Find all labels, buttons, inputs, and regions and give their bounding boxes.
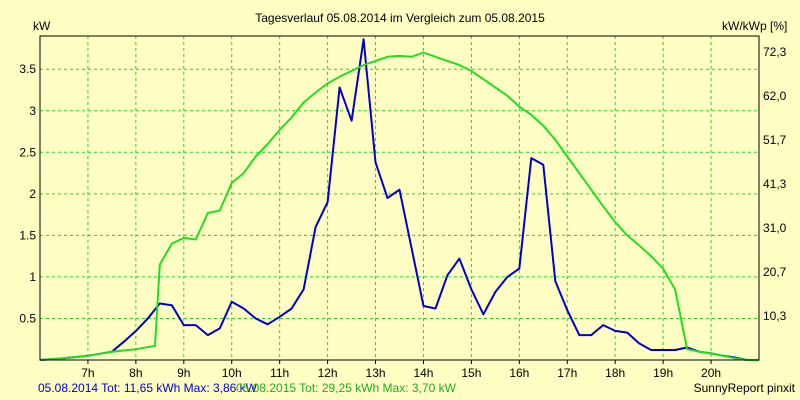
y-ticks-right: 10,3 20,7 31,0 41,3 51,7 62,0 72,3 bbox=[763, 45, 787, 323]
series-line-05.08.2014 bbox=[39, 38, 759, 361]
series-line-05.08.2015 bbox=[39, 51, 759, 361]
y-tick-label-right-2: 31,0 bbox=[763, 221, 787, 235]
plot-frame bbox=[39, 35, 760, 361]
x-tick-label-4: 11h bbox=[270, 366, 289, 380]
y-axis-label-left: kW bbox=[33, 19, 51, 33]
series-group bbox=[39, 38, 759, 361]
x-tick-label-10: 17h bbox=[557, 366, 577, 380]
x-tick-label-6: 13h bbox=[366, 366, 386, 380]
y-axis-label-right: kW/kWp [%] bbox=[722, 19, 787, 33]
x-tick-label-3: 10h bbox=[222, 366, 242, 380]
y-tick-label-left-2: 1.5 bbox=[19, 228, 36, 242]
x-tick-label-2: 9h bbox=[177, 366, 190, 380]
x-tick-label-11: 18h bbox=[605, 366, 625, 380]
chart-title: Tagesverlauf 05.08.2014 im Vergleich zum… bbox=[255, 11, 545, 25]
y-ticks-left: 0.5 1 1.5 2 2.5 3 3.5 bbox=[19, 62, 36, 325]
x-tick-label-0: 7h bbox=[81, 366, 94, 380]
y-tick-label-left-0: 0.5 bbox=[19, 311, 36, 325]
y-tick-label-right-3: 41,3 bbox=[763, 177, 787, 191]
y-tick-label-right-6: 72,3 bbox=[763, 45, 787, 59]
footer-brand: SunnyReport pinxit bbox=[694, 381, 796, 395]
x-tick-label-12: 19h bbox=[653, 366, 673, 380]
y-tick-label-left-1: 1 bbox=[29, 270, 36, 284]
x-tick-label-5: 12h bbox=[318, 366, 338, 380]
y-tick-label-left-3: 2 bbox=[29, 187, 36, 201]
y-tick-label-right-4: 51,7 bbox=[763, 133, 787, 147]
y-tick-label-right-0: 10,3 bbox=[763, 309, 787, 323]
y-tick-label-left-5: 3 bbox=[29, 104, 36, 118]
x-ticks: 7h 8h 9h 10h 11h 12h 13h 14h 15h 16h 17h 18h 19h 20h bbox=[81, 360, 721, 380]
y-tick-label-right-1: 20,7 bbox=[763, 265, 787, 279]
x-tick-label-9: 16h bbox=[509, 366, 529, 380]
legend-entry-2014: 05.08.2014 Tot: 11,65 kWh Max: 3,86 kW bbox=[38, 381, 258, 395]
legend-entry-2015: 05.08.2015 Tot: 29,25 kWh Max: 3,70 kW bbox=[236, 381, 457, 395]
x-tick-label-1: 8h bbox=[129, 366, 142, 380]
y-tick-label-right-5: 62,0 bbox=[763, 89, 787, 103]
y-tick-label-left-6: 3.5 bbox=[19, 62, 36, 76]
plot-area bbox=[40, 36, 759, 360]
x-tick-label-7: 14h bbox=[413, 366, 433, 380]
x-tick-label-13: 20h bbox=[701, 366, 721, 380]
y-tick-label-left-4: 2.5 bbox=[19, 145, 36, 159]
x-tick-label-8: 15h bbox=[461, 366, 481, 380]
